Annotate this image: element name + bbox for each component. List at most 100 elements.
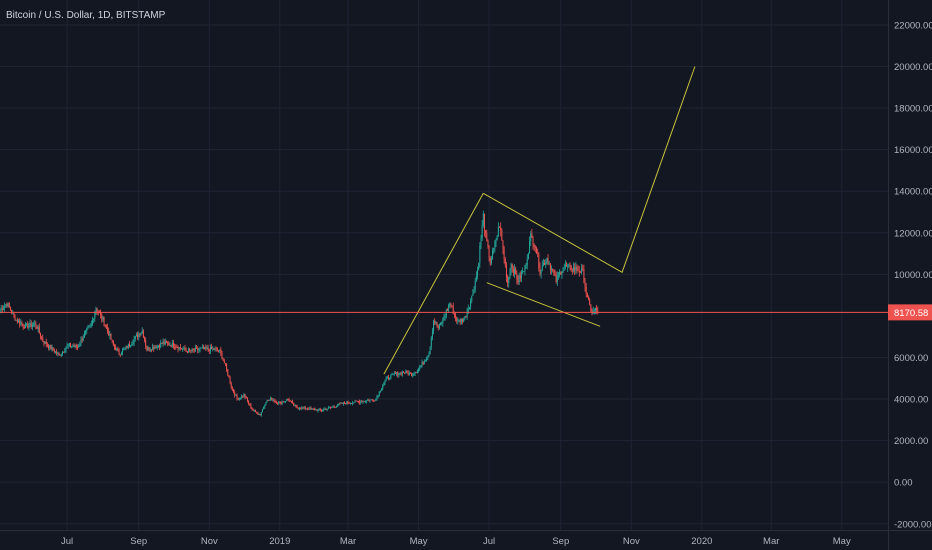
candle-body bbox=[541, 265, 543, 271]
candle-body bbox=[64, 351, 66, 353]
candle-body bbox=[186, 351, 188, 353]
candle-body bbox=[586, 293, 588, 298]
candle-body bbox=[547, 257, 549, 264]
candle-body bbox=[149, 349, 151, 351]
candle-body bbox=[145, 340, 147, 346]
candle-body bbox=[147, 347, 149, 351]
candle-body bbox=[150, 349, 152, 351]
candle-body bbox=[475, 276, 477, 282]
candle-body bbox=[571, 270, 573, 272]
candle-body bbox=[82, 337, 84, 341]
candle-body bbox=[525, 265, 527, 266]
candle-body bbox=[501, 230, 503, 241]
candle-body bbox=[6, 304, 8, 307]
candle-body bbox=[204, 346, 206, 349]
candle-body bbox=[31, 325, 33, 327]
candle-body bbox=[376, 396, 378, 400]
candle-body bbox=[156, 345, 158, 348]
candle-body bbox=[566, 264, 568, 267]
candle-body bbox=[390, 375, 392, 380]
candle-body bbox=[92, 319, 93, 324]
candle-body bbox=[255, 409, 257, 412]
candle-body bbox=[465, 316, 467, 318]
candle-body bbox=[274, 401, 276, 402]
candle-body bbox=[588, 297, 590, 300]
candle-body bbox=[244, 394, 246, 398]
candle-body bbox=[304, 406, 306, 409]
candle-body bbox=[175, 347, 177, 348]
candle-body bbox=[444, 315, 446, 318]
candle-body bbox=[14, 315, 16, 321]
candle-body bbox=[9, 307, 11, 311]
candle-body bbox=[176, 347, 178, 348]
candle-body bbox=[333, 406, 335, 408]
y-tick-label: 10000.00 bbox=[894, 270, 932, 281]
candle-body bbox=[18, 320, 19, 323]
time-axis[interactable]: Jul Sep Nov 2019 Mar May Jul Sep Nov 2020 Mar May bbox=[0, 530, 932, 548]
candle-body bbox=[214, 348, 216, 350]
candle-body bbox=[168, 343, 170, 346]
candle-body bbox=[339, 403, 341, 405]
candle-body bbox=[551, 268, 553, 270]
price-axis[interactable]: 22000.00 20000.00 18000.00 16000.00 14000.00… bbox=[888, 0, 932, 550]
candle-body bbox=[138, 334, 140, 338]
candle-body bbox=[474, 281, 476, 290]
candle-body bbox=[237, 399, 239, 400]
candle-body bbox=[326, 408, 328, 410]
candle-body bbox=[96, 308, 98, 312]
candle-body bbox=[160, 342, 162, 347]
candle-body bbox=[451, 306, 453, 308]
candle-body bbox=[292, 401, 294, 403]
candle-body bbox=[50, 345, 52, 350]
candle-body bbox=[140, 332, 142, 336]
candle-body bbox=[280, 402, 282, 404]
y-tick-label: 16000.00 bbox=[894, 145, 932, 156]
candle-body bbox=[15, 320, 17, 321]
candle-body bbox=[167, 342, 169, 344]
candle-body bbox=[445, 310, 447, 316]
candle-body bbox=[554, 273, 556, 275]
candle-body bbox=[317, 409, 319, 411]
candle-body bbox=[425, 360, 426, 362]
candle-body bbox=[382, 385, 384, 389]
candle-body bbox=[185, 350, 187, 352]
candle-body bbox=[174, 346, 176, 348]
candle-body bbox=[348, 403, 350, 404]
candle-body bbox=[126, 346, 128, 349]
candle-body bbox=[363, 401, 365, 403]
candle-body bbox=[208, 349, 210, 352]
candle-body bbox=[122, 349, 124, 354]
candle-body bbox=[337, 405, 339, 407]
candle-body bbox=[433, 320, 435, 331]
candle-body bbox=[479, 246, 481, 264]
candle-body bbox=[523, 270, 525, 272]
candle-body bbox=[524, 265, 526, 271]
candle-body bbox=[8, 303, 10, 308]
candle-body bbox=[233, 388, 235, 393]
candle-body bbox=[497, 226, 499, 236]
candle-body bbox=[240, 397, 241, 399]
candle-body bbox=[300, 408, 302, 410]
candle-body bbox=[157, 345, 159, 347]
candle-body bbox=[235, 395, 237, 396]
candle-body bbox=[446, 310, 448, 311]
candle-body bbox=[110, 333, 112, 340]
candle-body bbox=[104, 324, 106, 326]
candle-body bbox=[549, 263, 551, 270]
candle-body bbox=[272, 399, 274, 401]
candle-body bbox=[362, 401, 364, 403]
candle-body bbox=[413, 373, 415, 375]
candle-body bbox=[250, 404, 252, 409]
candle-body bbox=[516, 274, 518, 280]
trendline-drawings[interactable] bbox=[383, 66, 696, 375]
candle-body bbox=[573, 267, 574, 271]
candle-body bbox=[155, 347, 157, 348]
candle-body bbox=[265, 402, 267, 406]
candle-body bbox=[509, 273, 511, 278]
candle-body bbox=[415, 372, 417, 373]
candle-body bbox=[146, 345, 148, 351]
x-tick-label: Mar bbox=[763, 536, 779, 547]
candle-body bbox=[197, 348, 199, 351]
candle-body bbox=[5, 304, 7, 306]
